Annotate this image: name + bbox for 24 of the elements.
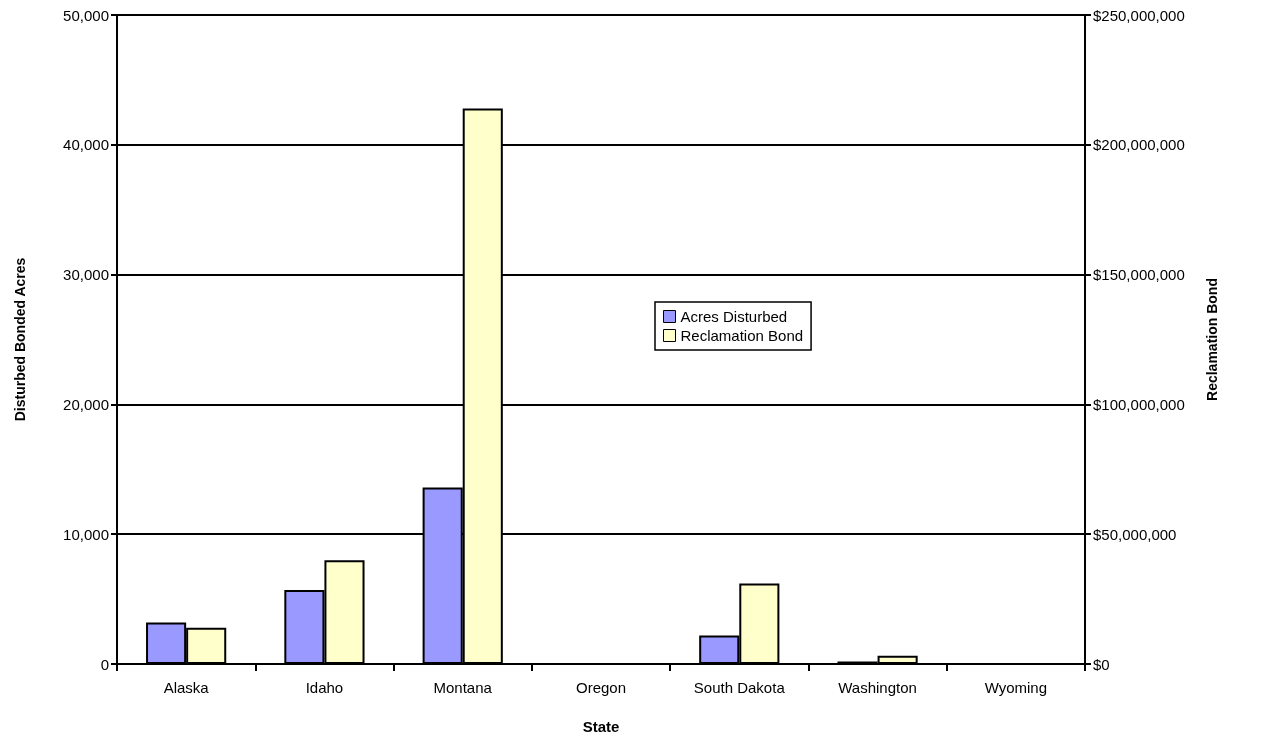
y2-axis-title: Reclamation Bond xyxy=(1204,278,1220,401)
y-tick-label: 40,000 xyxy=(63,136,109,154)
legend-label: Reclamation Bond xyxy=(680,327,804,344)
y-tick-label: 50,000 xyxy=(63,6,109,24)
y-tick-label: 0 xyxy=(100,655,109,673)
y-tick-label: 20,000 xyxy=(63,395,109,413)
y2-tick-label: $100,000,000 xyxy=(1093,395,1185,413)
x-tick-label: Montana xyxy=(433,679,493,696)
y-axis-title: Disturbed Bonded Acres xyxy=(12,257,28,422)
y2-tick-label: $50,000,000 xyxy=(1093,525,1177,543)
y2-tick-label: $250,000,000 xyxy=(1093,6,1185,24)
x-tick-label: South Dakota xyxy=(693,679,786,696)
x-axis-title: State xyxy=(582,718,620,735)
y-tick-label: 10,000 xyxy=(63,525,109,543)
y2-tick-label: $150,000,000 xyxy=(1093,266,1185,284)
x-tick-label: Washington xyxy=(838,679,917,696)
legend-label: Acres Disturbed xyxy=(680,308,788,325)
x-tick-label: Idaho xyxy=(305,679,344,696)
x-tick-label: Oregon xyxy=(575,679,627,696)
y2-tick-label: $200,000,000 xyxy=(1093,136,1185,154)
x-tick-label: Alaska xyxy=(163,679,210,696)
x-tick-label: Wyoming xyxy=(984,679,1048,696)
y2-tick-label: $0 xyxy=(1093,655,1110,673)
y-tick-label: 30,000 xyxy=(63,266,109,284)
